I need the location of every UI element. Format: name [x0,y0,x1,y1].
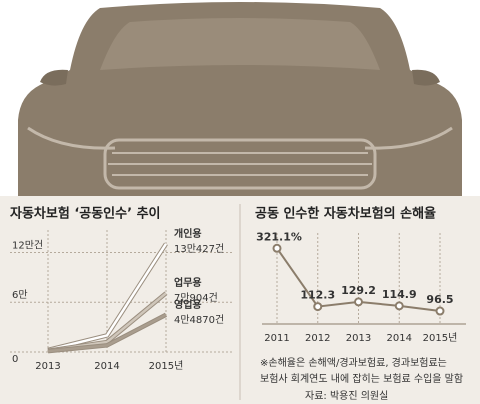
data-label: 96.5 [426,293,453,306]
x-tick-label: 2011 [264,333,289,344]
data-point [272,243,282,253]
y-tick-label: 12만건 [12,239,43,251]
data-label: 129.2 [341,284,376,297]
x-tick-label: 2013 [346,333,371,344]
x-tick-label: 2015년 [149,360,184,372]
source: 자료: 박용진 의원실 [305,390,388,402]
chart-title: 공동 인수한 자동차보험의 손해율 [255,206,436,222]
data-point [354,297,363,307]
car-illustration [0,0,480,196]
data-point [313,302,323,312]
data-point [394,301,404,311]
series-line [47,313,167,353]
y-tick-label: 0 [12,354,18,365]
series-line [47,243,168,352]
x-tick-label: 2012 [305,333,330,344]
series-label: 영업용 [174,298,202,311]
y-tick-label: 6만 [12,289,28,301]
x-tick-label: 2015년 [423,332,458,344]
series-label: 개인용 [174,227,202,240]
series-label: 업무용 [174,276,202,289]
data-point [435,306,445,316]
note: ※손해율은 손해액/경과보험료, 경과보험료는 [260,356,447,369]
data-label: 13만427건 [174,243,224,255]
x-tick-label: 2013 [35,361,60,372]
data-label: 321.1% [256,230,302,243]
chart-title: 자동차보험 ‘공동인수’ 추이 [10,206,161,222]
data-label: 114.9 [382,288,417,301]
data-label: 7만904건 [174,292,218,304]
note: 보험사 회계연도 내에 잡히는 보험료 수입을 말함 [260,372,463,385]
x-tick-label: 2014 [94,361,119,372]
data-label: 112.3 [300,289,335,302]
x-tick-label: 2014 [387,333,412,344]
data-label: 4만4870건 [174,314,224,326]
